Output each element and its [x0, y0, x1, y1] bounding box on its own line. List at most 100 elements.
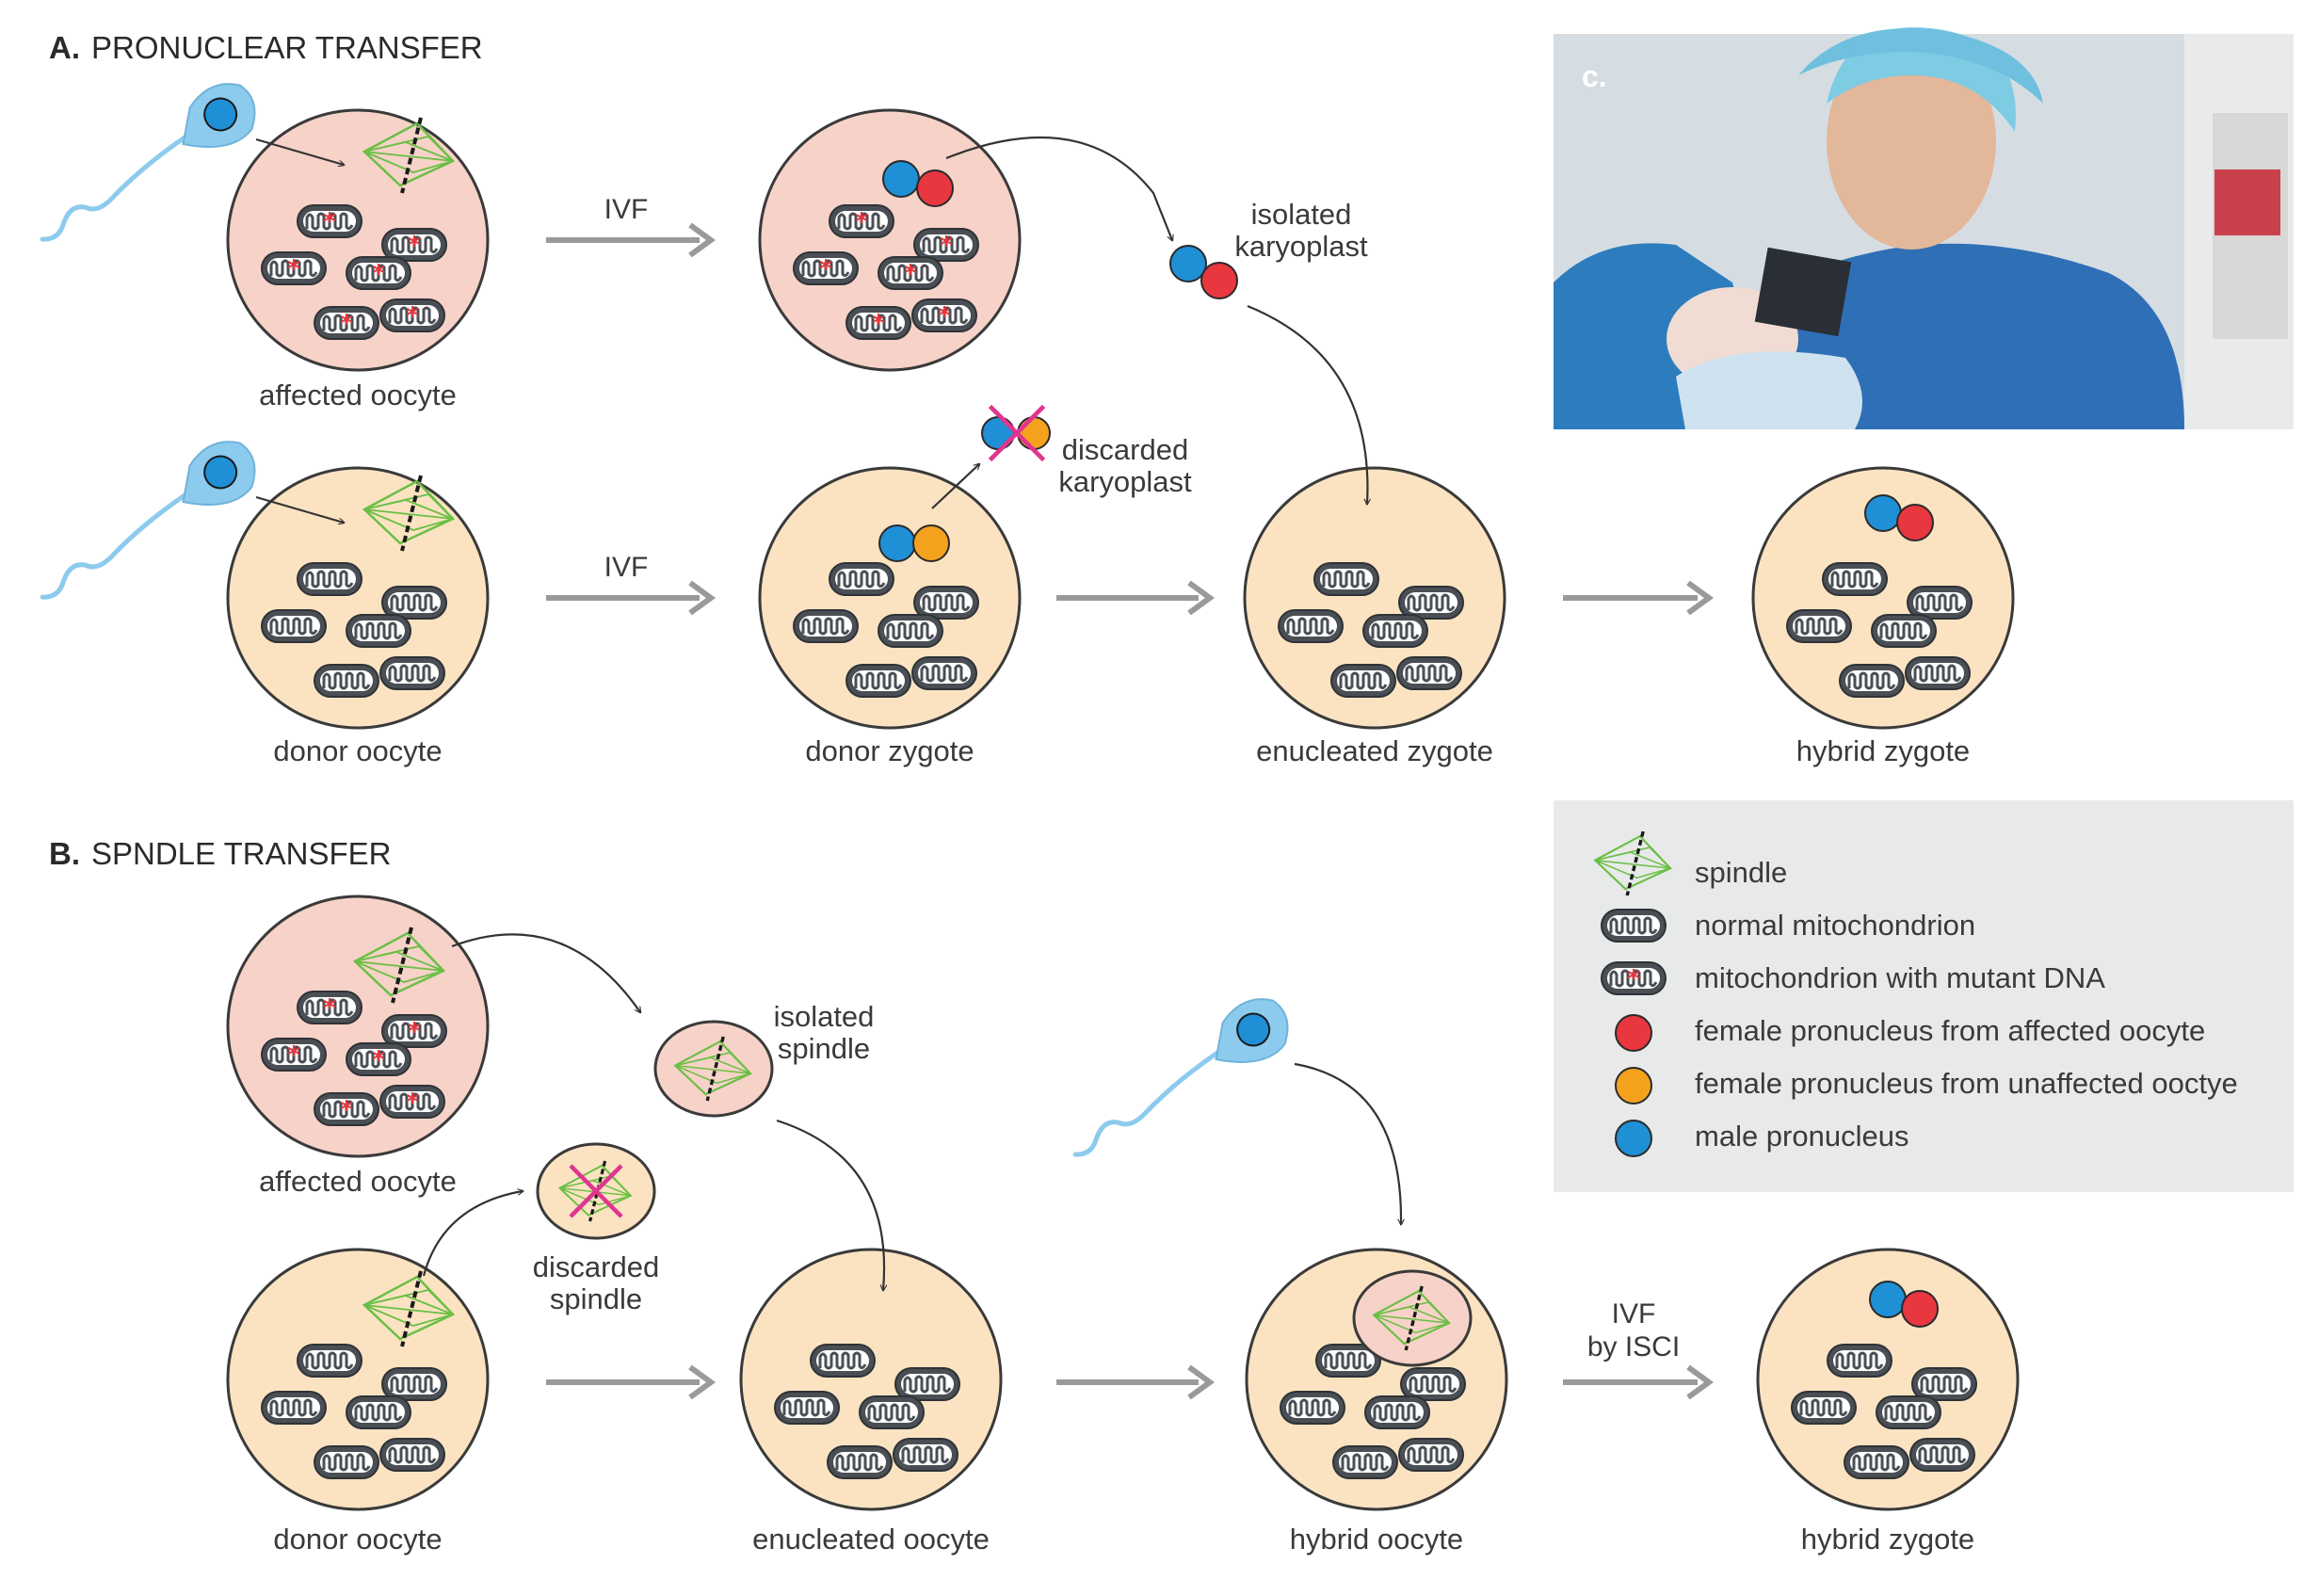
legend-icons: * — [1593, 830, 1672, 1157]
ivf-label-3: IVF — [1612, 1298, 1656, 1330]
fusion-arrow-a — [1563, 580, 1715, 616]
ivf-label-2: IVF — [604, 552, 649, 583]
mitochondrion-icon — [1827, 1344, 1892, 1378]
karyoplast-out-arrow — [945, 137, 1172, 240]
affected-oocyte-cell-b: * * * * * * — [226, 895, 490, 1158]
mitochondrion-icon — [1278, 609, 1344, 643]
mitochondrion-icon — [827, 1445, 893, 1479]
ivf-isci-arrow — [1563, 1364, 1715, 1400]
mitochondrion-icon — [381, 1367, 447, 1401]
mitochondrion-icon — [297, 1344, 362, 1378]
mitochondrion-icon — [1315, 1344, 1381, 1378]
mitochondrion-icon — [911, 656, 977, 690]
svg-text:*: * — [340, 310, 353, 338]
enucleated-zygote-cell — [1243, 466, 1506, 730]
label-enucleated-oocyte: enucleated oocyte — [752, 1523, 990, 1556]
label-donor-zygote: donor zygote — [805, 734, 974, 767]
ivf-label-1: IVF — [604, 194, 649, 225]
legend-male-text: male pronucleus — [1695, 1120, 1908, 1153]
spindle-icon — [362, 117, 456, 194]
mutant-mitochondrion-icon: * — [829, 204, 894, 238]
karyoplast-label-b: karyoplast — [1058, 465, 1192, 498]
mutant-mitochondrion-icon: * — [346, 1042, 411, 1076]
mitochondrion-icon — [1876, 1395, 1941, 1429]
mitochondrion-icon — [1871, 614, 1937, 648]
mitochondrion-icon — [1909, 1438, 1975, 1472]
label-hybrid-oocyte: hybrid oocyte — [1290, 1523, 1463, 1556]
isolated-spindle-icon — [673, 1036, 752, 1102]
legend-orange-dot-icon — [1615, 1067, 1652, 1104]
mutant-mitochondrion-icon: * — [261, 1038, 327, 1072]
spindle-out-arrow — [451, 933, 640, 1012]
spindle-label-a: spindle — [778, 1032, 870, 1065]
ivf-arrow-2 — [546, 580, 717, 616]
ivf-arrow-1 — [546, 222, 717, 258]
svg-text:*: * — [406, 302, 419, 330]
svg-text:*: * — [287, 255, 300, 283]
sperm-icon — [1072, 998, 1289, 1157]
spindle-icon — [362, 475, 456, 552]
mitochondrion-icon — [1398, 586, 1464, 620]
mutant-mitochondrion-icon: * — [381, 228, 447, 262]
svg-text:*: * — [904, 260, 917, 288]
label-affected-oocyte-b: affected oocyte — [259, 1165, 457, 1198]
mitochondrion-icon — [894, 1367, 960, 1401]
spindle-icon — [352, 927, 446, 1004]
mutant-mitochondrion-icon: * — [379, 1085, 445, 1119]
svg-text:*: * — [406, 1088, 419, 1117]
legend-blue-dot-icon — [1615, 1120, 1652, 1157]
mitochondrion-icon — [261, 609, 327, 643]
donor-oocyte-cell-a — [226, 466, 490, 730]
svg-text:*: * — [938, 302, 951, 330]
mitochondrion-icon — [297, 562, 362, 596]
mitochondrion-icon — [379, 1438, 445, 1472]
male-pronucleus — [878, 524, 916, 562]
label-donor-oocyte-b: donor oocyte — [273, 1523, 442, 1556]
mitochondrion-icon — [1907, 586, 1973, 620]
mitochondrion-icon — [346, 614, 411, 648]
mitochondrion-icon — [1398, 1438, 1464, 1472]
mutant-mitochondrion-icon: * — [346, 256, 411, 290]
spindle-icon — [362, 1270, 456, 1347]
sperm-icon — [40, 83, 256, 242]
discarded-label-b: discarded — [533, 1250, 659, 1283]
mutant-mitochondrion-icon: * — [1601, 961, 1667, 995]
label-hybrid-zygote-b: hybrid zygote — [1801, 1523, 1974, 1556]
mitochondrion-icon — [1313, 562, 1379, 596]
enucleation-arrow-b — [546, 1364, 717, 1400]
legend-red-dot-icon — [1615, 1014, 1652, 1052]
section-a-title: A. PRONUCLEAR TRANSFER — [49, 30, 483, 65]
female-pronucleus-affected — [1901, 1290, 1939, 1328]
mitochondrion-icon — [1791, 1391, 1857, 1425]
sperm-entry-arrow-a2 — [255, 495, 344, 523]
panel-c-photo: c. — [1554, 27, 2294, 429]
mitochondrion-icon — [314, 664, 379, 698]
mitochondrion-icon — [1400, 1367, 1466, 1401]
karyoplast-label-a: karyoplast — [1234, 230, 1368, 263]
svg-text:*: * — [287, 1041, 300, 1070]
mitochondrion-icon — [346, 1395, 411, 1429]
svg-text:*: * — [372, 260, 385, 288]
affected-oocyte-cell-a: * * * * * * — [226, 108, 490, 372]
mitochondrion-icon — [1362, 614, 1428, 648]
section-b-title: B. SPNDLE TRANSFER — [49, 836, 391, 871]
svg-text:*: * — [1627, 965, 1640, 993]
mutant-mitochondrion-icon: * — [878, 256, 943, 290]
mitochondrion-icon — [913, 586, 979, 620]
isolated-label-b: isolated — [774, 1000, 875, 1033]
svg-text:*: * — [372, 1046, 385, 1074]
sperm-icon — [40, 441, 256, 600]
transplanted-spindle-icon — [1372, 1285, 1451, 1351]
female-pronucleus-affected — [916, 169, 954, 207]
mitochondrion-icon — [1364, 1395, 1430, 1429]
discarded-male-pronucleus — [981, 416, 1015, 450]
mitochondrion-icon — [793, 609, 859, 643]
discarded-label-a: discarded — [1062, 433, 1188, 466]
svg-text:*: * — [323, 994, 336, 1023]
panel-c-label: c. — [1582, 59, 1607, 93]
sperm-entry-arrow-a1 — [255, 137, 344, 165]
mitochondrion-icon — [1786, 609, 1852, 643]
mitochondrion-icon — [1839, 664, 1905, 698]
mutant-mitochondrion-icon: * — [297, 991, 362, 1024]
